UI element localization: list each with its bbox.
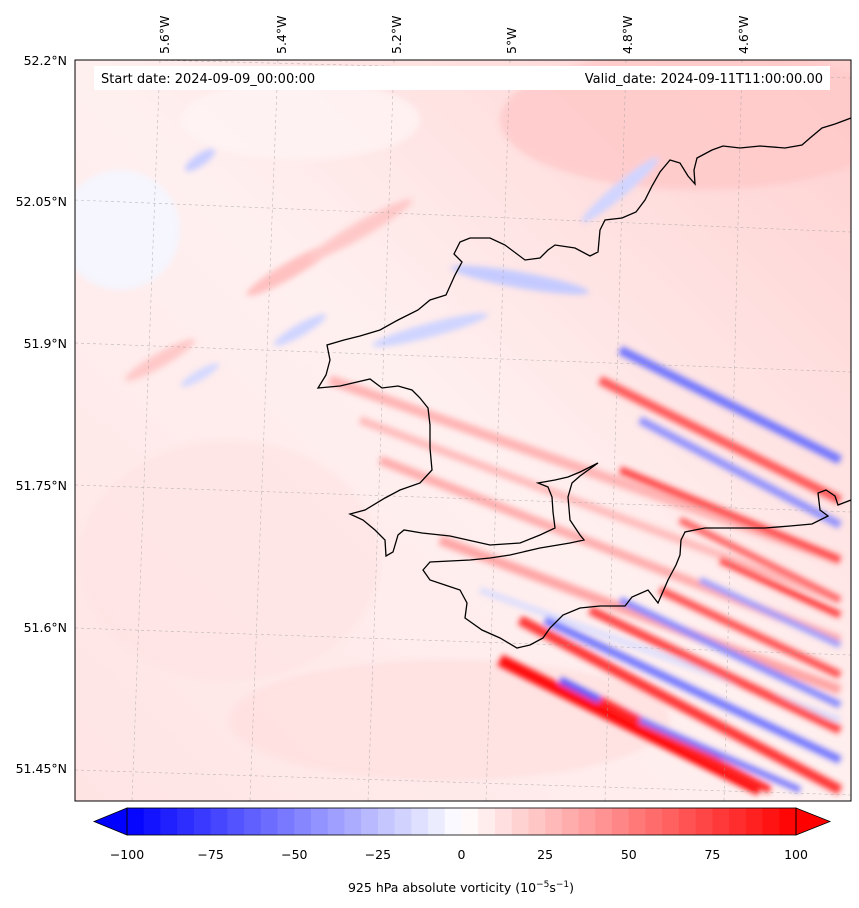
longitude-labels: 5.6°W 5.4°W 5.2°W 5°W 4.8°W 4.6°W xyxy=(157,16,751,55)
colorbar-tick-label: 50 xyxy=(621,847,637,862)
colorbar-cell xyxy=(595,808,613,835)
colorbar-cell xyxy=(260,808,279,835)
colorbar-tick-label: 0 xyxy=(458,847,466,862)
colorbar-cell xyxy=(411,808,429,835)
header-box: Start date: 2024-09-09_00:00:00 Valid_da… xyxy=(94,66,830,90)
colorbar-cells xyxy=(127,808,797,835)
colorbar-cell xyxy=(494,808,513,835)
colorbar-cell xyxy=(678,808,697,835)
colorbar: −100 −75 −50 −25 0 25 50 75 100 925 hPa … xyxy=(92,807,832,895)
start-date-label: Start date: 2024-09-09_00:00:00 xyxy=(101,72,315,87)
lon-label: 5.6°W xyxy=(157,16,172,55)
colorbar-cell xyxy=(177,808,195,835)
colorbar-cell xyxy=(461,808,479,835)
lon-label: 4.8°W xyxy=(620,16,635,55)
colorbar-cell xyxy=(294,808,312,835)
colorbar-cell xyxy=(528,808,546,835)
colorbar-ticks: −100 −75 −50 −25 0 25 50 75 100 xyxy=(110,847,808,862)
lon-label: 5°W xyxy=(504,27,519,54)
colorbar-cell xyxy=(561,808,580,835)
colorbar-cell xyxy=(310,808,329,835)
colorbar-title: 925 hPa absolute vorticity (10−5s−1) xyxy=(348,880,574,895)
colorbar-cell xyxy=(377,808,396,835)
colorbar-cell xyxy=(227,808,245,835)
lat-label: 52.05°N xyxy=(16,194,67,209)
colorbar-cell xyxy=(628,808,647,835)
colorbar-tick-label: 75 xyxy=(704,847,720,862)
colorbar-cell xyxy=(762,808,780,835)
colorbar-tick-label: −75 xyxy=(197,847,223,862)
colorbar-cell xyxy=(779,808,797,835)
colorbar-cell xyxy=(712,808,730,835)
colorbar-extend-left xyxy=(92,807,128,836)
colorbar-cell xyxy=(612,808,630,835)
colorbar-cell xyxy=(394,808,412,835)
colorbar-extend-right xyxy=(795,807,832,836)
colorbar-tick-label: −50 xyxy=(281,847,307,862)
colorbar-cell xyxy=(193,808,212,835)
lat-label: 51.75°N xyxy=(16,478,67,493)
lon-label: 5.2°W xyxy=(389,16,404,55)
colorbar-cell xyxy=(695,808,713,835)
colorbar-cell xyxy=(578,808,596,835)
colorbar-cell xyxy=(444,808,463,835)
colorbar-cell xyxy=(344,808,362,835)
lat-label: 51.45°N xyxy=(16,761,67,776)
colorbar-tick-label: 100 xyxy=(784,847,808,862)
colorbar-cell xyxy=(361,808,379,835)
colorbar-frame xyxy=(126,807,797,836)
colorbar-cell xyxy=(545,808,563,835)
colorbar-cell xyxy=(645,808,663,835)
map-plot-area[interactable] xyxy=(60,50,859,801)
colorbar-cell xyxy=(277,808,295,835)
colorbar-cell xyxy=(210,808,228,835)
colorbar-cell xyxy=(127,808,145,835)
colorbar-cell xyxy=(244,808,262,835)
latitude-labels: 52.2°N 52.05°N 51.9°N 51.75°N 51.6°N 51.… xyxy=(16,53,67,776)
colorbar-cell xyxy=(327,808,346,835)
colorbar-tick-label: −25 xyxy=(365,847,391,862)
lon-label: 5.4°W xyxy=(274,16,289,55)
colorbar-cell xyxy=(729,808,747,835)
colorbar-cell xyxy=(511,808,530,835)
colorbar-cell xyxy=(478,808,496,835)
colorbar-cell xyxy=(662,808,680,835)
colorbar-cell xyxy=(143,808,162,835)
colorbar-tick-label: −100 xyxy=(110,847,144,862)
lon-label: 4.6°W xyxy=(736,16,751,55)
colorbar-tick-label: 25 xyxy=(537,847,553,862)
lat-label: 51.9°N xyxy=(24,336,67,351)
map-frame xyxy=(74,59,852,802)
valid-date-label: Valid_date: 2024-09-11T11:00:00.00 xyxy=(585,72,823,87)
colorbar-cell xyxy=(428,808,446,835)
lat-label: 52.2°N xyxy=(24,53,67,68)
lat-label: 51.6°N xyxy=(24,620,67,635)
coastline xyxy=(316,117,851,649)
colorbar-cell xyxy=(745,808,764,835)
colorbar-cell xyxy=(160,808,178,835)
wave-bands xyxy=(328,345,843,796)
